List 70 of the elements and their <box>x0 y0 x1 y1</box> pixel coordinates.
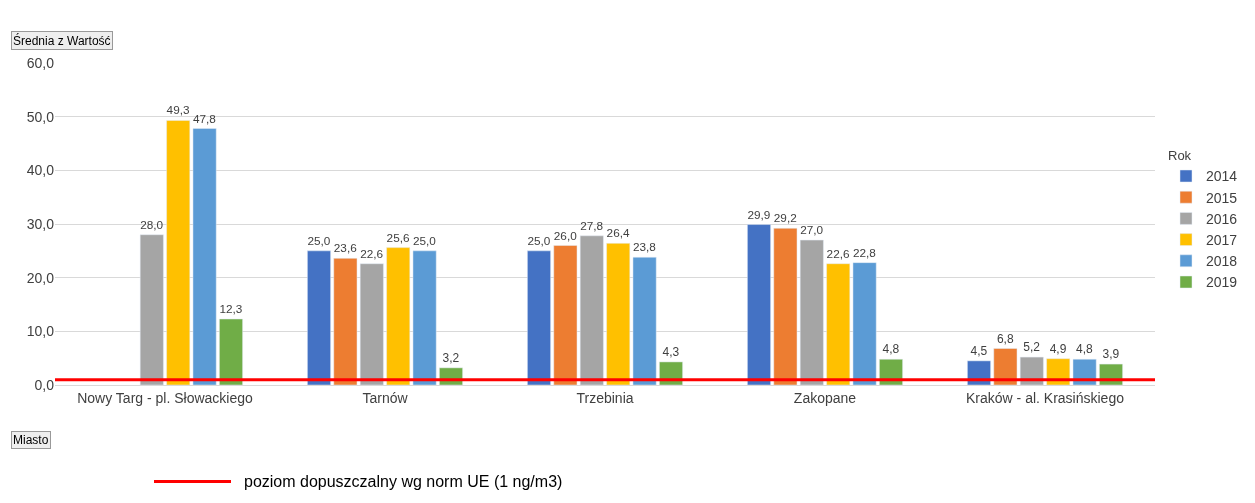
legend-title: Rok <box>1168 148 1192 164</box>
data-label: 3,2 <box>442 350 460 365</box>
text: Średnia z Wartość <box>13 33 111 48</box>
bar <box>993 348 1018 385</box>
bar <box>773 228 798 385</box>
bar <box>579 235 604 385</box>
data-label: 4,5 <box>970 343 988 358</box>
data-label: 12,3 <box>219 302 243 316</box>
text: Miasto <box>13 433 49 447</box>
data-label: 25,0 <box>412 233 437 247</box>
data-label: 29,9 <box>747 207 771 221</box>
bar <box>826 263 851 385</box>
data-label: 4,3 <box>662 344 680 359</box>
data-label: 26,4 <box>606 226 630 240</box>
bar <box>747 224 771 385</box>
y-tick-label: 10,0 <box>26 323 55 340</box>
y-tick-label: 50,0 <box>26 108 55 125</box>
bar <box>852 262 877 385</box>
data-label: 27,8 <box>580 218 604 232</box>
data-label: 23,6 <box>333 241 358 255</box>
data-label: 47,8 <box>192 111 217 125</box>
data-label: 5,2 <box>1023 340 1041 355</box>
bar <box>606 243 631 385</box>
x-tick-label: Kraków - al. Krasińskiego <box>966 389 1125 406</box>
bar <box>307 250 331 385</box>
y-tick-label: 30,0 <box>26 215 55 232</box>
bar <box>799 239 824 385</box>
data-label: 25,0 <box>527 233 551 247</box>
bar <box>386 247 411 385</box>
legend-label: 2015 <box>1206 189 1238 206</box>
data-label: 29,2 <box>773 211 797 225</box>
x-tick-label: Trzebinia <box>576 389 634 406</box>
y-tick-label: 40,0 <box>26 162 55 179</box>
x-tick-label: Nowy Targ - pl. Słowackiego <box>77 389 253 406</box>
data-label: 22,6 <box>360 246 384 260</box>
bar <box>553 245 578 385</box>
data-label: 26,0 <box>553 228 578 242</box>
y-tick-label: 0,0 <box>34 376 55 393</box>
bar <box>527 250 551 385</box>
bar <box>139 234 164 385</box>
bar <box>333 258 358 385</box>
legend-label: 2017 <box>1206 232 1238 249</box>
data-label: 27,0 <box>800 223 824 237</box>
bar <box>219 318 243 385</box>
y-tick-label: 20,0 <box>26 269 55 286</box>
legend-label: poziom dopuszczalny wg norm UE (1 ng/m3) <box>244 473 563 490</box>
legend-label: 2014 <box>1206 168 1238 185</box>
data-label: 23,8 <box>632 240 657 254</box>
legend-label: 2019 <box>1206 274 1238 291</box>
bar <box>166 120 191 385</box>
data-label: 4,8 <box>1076 342 1094 357</box>
bar <box>412 250 437 385</box>
data-label: 22,6 <box>826 246 850 260</box>
data-label: 25,0 <box>307 233 331 247</box>
y-tick-label: 60,0 <box>26 54 55 71</box>
data-label: 22,8 <box>852 245 877 259</box>
bar <box>359 263 384 385</box>
data-label: 3,9 <box>1102 347 1120 362</box>
data-label: 25,6 <box>386 230 410 244</box>
data-label: 49,3 <box>166 103 190 117</box>
x-tick-label: Tarnów <box>362 389 409 406</box>
legend-label: 2018 <box>1206 253 1238 270</box>
bar <box>632 257 657 385</box>
data-label: 4,8 <box>882 342 900 357</box>
data-label: 6,8 <box>996 331 1014 346</box>
data-label: 28,0 <box>140 217 164 231</box>
legend-label: 2016 <box>1206 210 1238 227</box>
data-label: 4,9 <box>1049 341 1067 356</box>
x-tick-label: Zakopane <box>793 389 857 406</box>
bar <box>192 128 217 385</box>
